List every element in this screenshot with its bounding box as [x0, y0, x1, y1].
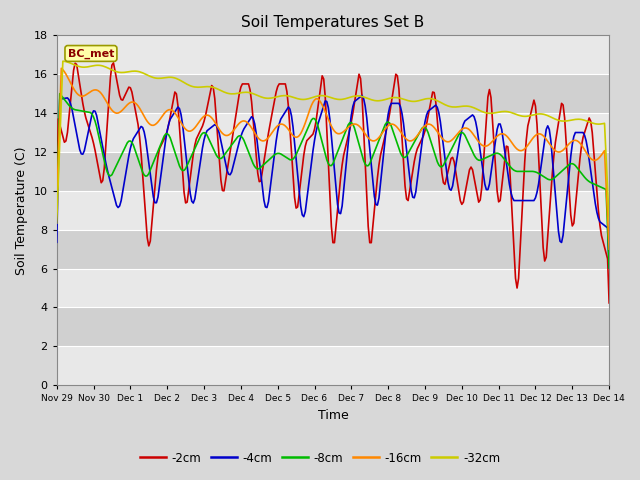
Bar [57, 191, 609, 230]
Bar [57, 36, 609, 74]
Y-axis label: Soil Temperature (C): Soil Temperature (C) [15, 146, 28, 275]
Bar [57, 152, 609, 191]
Title: Soil Temperatures Set B: Soil Temperatures Set B [241, 15, 424, 30]
Bar [57, 113, 609, 152]
Bar [57, 308, 609, 347]
Bar [57, 230, 609, 269]
X-axis label: Time: Time [317, 409, 348, 422]
Bar [57, 269, 609, 308]
Text: BC_met: BC_met [68, 48, 114, 59]
Legend: -2cm, -4cm, -8cm, -16cm, -32cm: -2cm, -4cm, -8cm, -16cm, -32cm [135, 447, 505, 469]
Bar [57, 74, 609, 113]
Bar [57, 347, 609, 385]
